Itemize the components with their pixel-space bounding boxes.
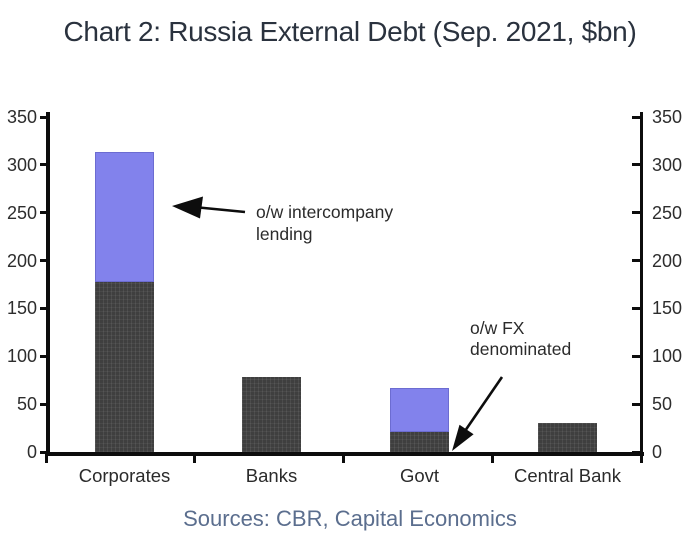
y-tick-right-300 — [632, 163, 641, 167]
y-tick-right-200 — [632, 259, 641, 263]
y-axis-right-label-150: 150 — [652, 298, 683, 319]
y-tick-right-350 — [632, 115, 641, 119]
y-tick-left-0 — [39, 450, 48, 454]
x-tick-1 — [193, 452, 197, 463]
y-tick-left-250 — [39, 211, 48, 215]
x-axis-label-govt: Govt — [399, 465, 440, 486]
y-tick-left-350 — [39, 115, 48, 119]
y-axis-left — [46, 112, 50, 456]
y-axis-left-label-100: 100 — [6, 346, 37, 367]
y-axis-left-label-350: 350 — [6, 107, 37, 127]
y-axis-left-label-0: 0 — [26, 442, 37, 462]
y-axis-left-label-50: 50 — [16, 394, 37, 415]
chart-title: Chart 2: Russia External Debt (Sep. 2021… — [63, 16, 637, 47]
y-tick-right-100 — [632, 354, 641, 358]
y-axis-right-label-350: 350 — [652, 107, 683, 127]
y-tick-left-50 — [39, 402, 48, 406]
y-tick-left-200 — [39, 259, 48, 263]
y-axis-right — [639, 112, 643, 456]
chart-source: Sources: CBR, Capital Economics — [183, 506, 517, 531]
x-axis-label-banks: Banks — [245, 465, 298, 486]
y-axis-left-label-200: 200 — [6, 250, 37, 271]
y-axis-right-label-100: 100 — [652, 346, 683, 367]
x-axis-label-central-bank: Central Bank — [514, 465, 621, 486]
x-tick-4 — [640, 452, 643, 463]
y-axis-right-label-50: 50 — [652, 394, 673, 415]
y-axis-left-label-150: 150 — [6, 298, 37, 319]
y-tick-right-0 — [632, 450, 641, 454]
annotation-fx-denominated: o/w FX denominated — [470, 318, 572, 359]
bar-corporates-segment-0 — [95, 281, 154, 452]
annotation-intercompany-lending: o/w intercompany lending — [256, 202, 394, 244]
x-tick-2 — [342, 452, 346, 463]
y-axis-right-label-200: 200 — [652, 250, 683, 271]
y-tick-right-150 — [632, 306, 641, 310]
x-tick-3 — [491, 452, 495, 463]
y-axis-right-label-0: 0 — [652, 442, 663, 462]
bar-central-bank-segment-0 — [538, 423, 597, 452]
bar-govt-segment-1 — [390, 387, 449, 432]
bar-corporates-segment-1 — [95, 152, 154, 282]
y-axis-right-label-250: 250 — [652, 202, 683, 223]
y-axis-right-label-300: 300 — [652, 154, 683, 175]
y-tick-left-100 — [39, 354, 48, 358]
y-tick-left-300 — [39, 163, 48, 167]
y-tick-left-150 — [39, 306, 48, 310]
y-tick-right-250 — [632, 211, 641, 215]
y-tick-right-50 — [632, 402, 641, 406]
bar-govt-segment-0 — [390, 431, 449, 452]
x-tick-0 — [44, 452, 48, 463]
y-axis-left-label-250: 250 — [6, 202, 37, 223]
bar-banks-segment-0 — [242, 377, 301, 452]
y-axis-left-label-300: 300 — [6, 154, 37, 175]
x-axis-label-corporates: Corporates — [78, 465, 171, 486]
